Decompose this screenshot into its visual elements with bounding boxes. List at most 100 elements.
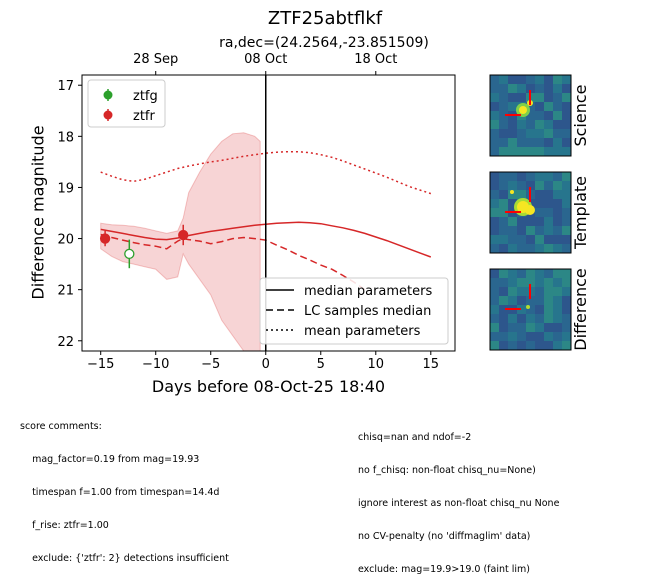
thumbnail-noise: [499, 147, 508, 156]
legend-label-ztfg: ztfg: [133, 89, 158, 104]
thumbnail-noise: [562, 93, 571, 102]
legend-label-model: LC samples median: [304, 304, 431, 319]
thumbnail-noise: [517, 305, 526, 314]
thumbnail-noise: [544, 296, 553, 305]
thumbnail-noise: [544, 244, 553, 253]
thumbnail-noise: [535, 93, 544, 102]
thumbnail-noise: [490, 208, 499, 217]
thumbnail-noise: [517, 84, 526, 93]
thumbnail-noise: [508, 172, 517, 181]
confidence-band: [100, 132, 261, 351]
thumbnail-noise: [544, 278, 553, 287]
thumbnail-noise: [526, 84, 535, 93]
thumbnail-noise: [562, 120, 571, 129]
thumbnail-noise: [508, 341, 517, 350]
thumbnail-noise: [499, 181, 508, 190]
thumbnail-noise: [553, 323, 562, 332]
thumbnail-label: Template: [571, 176, 590, 250]
thumbnail-noise: [499, 84, 508, 93]
thumbnail-noise: [535, 217, 544, 226]
thumbnail-noise: [508, 332, 517, 341]
thumbnail-noise: [535, 323, 544, 332]
thumbnail-noise: [553, 235, 562, 244]
thumbnail-noise: [562, 75, 571, 84]
thumbnail-noise: [499, 129, 508, 138]
thumbnail-noise: [499, 323, 508, 332]
thumbnail-noise: [490, 244, 499, 253]
x-tick-label: −10: [142, 357, 169, 372]
thumbnail-noise: [553, 129, 562, 138]
thumbnail-noise: [508, 84, 517, 93]
thumbnail-difference: Difference: [489, 268, 590, 351]
thumbnail-noise: [553, 84, 562, 93]
thumbnail-noise: [508, 244, 517, 253]
thumbnail-noise: [544, 111, 553, 120]
thumbnail-noise: [562, 235, 571, 244]
thumbnail-noise: [499, 75, 508, 84]
thumbnail-noise: [526, 75, 535, 84]
thumbnail-template: Template: [489, 171, 590, 254]
thumbnail-noise: [508, 138, 517, 147]
comment-line: exclude: {'ztfr': 2} detections insuffic…: [20, 553, 229, 564]
thumbnail-noise: [508, 314, 517, 323]
thumbnail-noise: [553, 120, 562, 129]
thumbnail-noise: [553, 314, 562, 323]
source-core: [526, 305, 530, 309]
thumbnail-noise: [499, 332, 508, 341]
source-core: [525, 205, 535, 215]
thumbnail-noise: [535, 287, 544, 296]
thumbnail-noise: [562, 305, 571, 314]
thumbnail-noise: [544, 181, 553, 190]
thumbnail-noise: [499, 93, 508, 102]
y-tick-label: 21: [57, 284, 74, 299]
thumbnail-noise: [544, 129, 553, 138]
thumbnail-noise: [562, 341, 571, 350]
thumbnail-noise: [544, 341, 553, 350]
thumbnail-noise: [508, 129, 517, 138]
thumbnail-noise: [535, 235, 544, 244]
data-point-ztfr: [178, 229, 189, 241]
thumbnail-noise: [562, 190, 571, 199]
thumbnail-noise: [553, 102, 562, 111]
thumbnail-noise: [508, 147, 517, 156]
x-tick-label: 5: [317, 357, 325, 372]
model-legend-box: [259, 277, 449, 345]
thumbnail-noise: [499, 190, 508, 199]
thumbnail-noise: [499, 314, 508, 323]
thumbnail-noise: [526, 120, 535, 129]
thumbnail-noise: [553, 244, 562, 253]
thumbnail-noise: [490, 93, 499, 102]
thumbnail-noise: [517, 314, 526, 323]
legend-marker-ztfr: [103, 110, 113, 120]
thumbnail-noise: [562, 287, 571, 296]
comment-line: no CV-penalty (no 'diffmaglim' data): [358, 531, 531, 542]
legend-label-model: median parameters: [304, 284, 432, 299]
thumbnail-noise: [490, 314, 499, 323]
x-tick-label: −5: [201, 357, 220, 372]
legend-label-ztfr: ztfr: [133, 109, 155, 124]
thumbnail-noise: [508, 235, 517, 244]
thumbnail-noise: [490, 172, 499, 181]
thumbnail-noise: [499, 296, 508, 305]
thumbnail-noise: [535, 190, 544, 199]
thumbnail-noise: [499, 172, 508, 181]
thumbnail-noise: [544, 208, 553, 217]
thumbnail-noise: [535, 226, 544, 235]
thumbnail-noise: [508, 278, 517, 287]
thumbnail-noise: [490, 226, 499, 235]
light-curve-chart: −15 −10 −5 0 5 10 15 17 18 19 20 21 22 28 Sep 08 Oct 18…: [57, 52, 590, 372]
thumbnail-noise: [517, 332, 526, 341]
comment-line: no f_chisq: non-float chisq_nu=None): [358, 465, 536, 476]
thumbnail-noise: [499, 235, 508, 244]
thumbnail-noise: [562, 147, 571, 156]
thumbnail-noise: [562, 138, 571, 147]
thumbnail-label: Science: [571, 84, 590, 146]
thumbnail-noise: [499, 120, 508, 129]
comment-line: exclude: mag=19.9>19.0 (faint lim): [358, 564, 530, 575]
thumbnail-noise: [544, 199, 553, 208]
thumbnail-noise: [553, 332, 562, 341]
thumbnail-frame: [489, 171, 572, 254]
comment-line: score comments:: [20, 421, 102, 432]
thumbnail-noise: [544, 138, 553, 147]
thumbnail-noise: [562, 332, 571, 341]
